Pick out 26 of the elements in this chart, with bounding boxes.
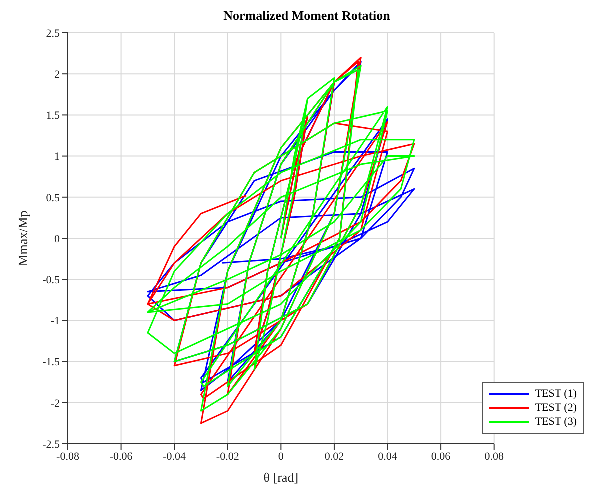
x-tick-label: -0.02: [216, 450, 240, 463]
x-tick-label: 0: [278, 450, 284, 463]
legend-label: TEST (3): [535, 416, 577, 428]
x-tick-label: 0.06: [431, 450, 452, 463]
y-tick-label: -0.5: [42, 274, 60, 287]
y-tick-label: 0: [54, 233, 60, 246]
y-axis-title: Mmax/Mp: [16, 210, 31, 266]
y-tick-label: -1: [50, 316, 60, 328]
x-tick-label: 0.08: [484, 450, 504, 463]
y-tick-label: 0.5: [46, 192, 60, 204]
x-tick-label: 0.02: [324, 450, 344, 463]
chart-title: Normalized Moment Rotation: [222, 8, 392, 24]
legend-label: TEST (2): [535, 402, 577, 414]
x-axis-title: θ [rad]: [264, 470, 299, 485]
y-tick-label: -1.5: [42, 356, 60, 369]
y-tick-label: -2.5: [42, 438, 60, 451]
legend-label: TEST (1): [535, 388, 577, 400]
y-tick-label: -2: [50, 398, 60, 410]
x-tick-label: 0.04: [378, 450, 398, 463]
x-tick-label: -0.08: [56, 450, 80, 463]
x-tick-label: -0.04: [163, 450, 187, 463]
y-tick-label: 2: [54, 69, 60, 82]
x-tick-label: -0.06: [110, 450, 134, 463]
y-tick-label: 1: [54, 151, 60, 164]
y-tick-label: 2.5: [46, 28, 60, 40]
y-tick-label: 1.5: [46, 110, 60, 122]
